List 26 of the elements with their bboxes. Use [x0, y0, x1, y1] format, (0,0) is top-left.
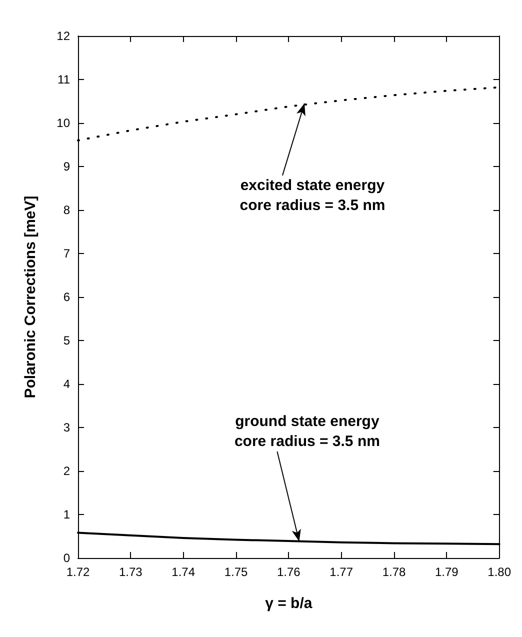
x-tick-label: 1.77 [330, 565, 354, 579]
annotation: ground state energy core radius = 3.5 nm [234, 412, 380, 450]
annotation: excited state energy core radius = 3.5 nm [240, 176, 386, 214]
x-axis-title: γ = b/a [265, 595, 313, 612]
y-tick-label: 10 [56, 116, 70, 130]
y-tick-label: 2 [63, 464, 70, 478]
y-tick-label: 3 [63, 420, 70, 434]
x-tick-label: 1.79 [434, 565, 459, 579]
x-tick-label: 1.73 [118, 565, 143, 579]
x-tick-label: 1.80 [488, 565, 512, 579]
x-tick-label: 1.78 [382, 565, 406, 579]
y-tick-label: 12 [56, 29, 70, 43]
y-tick-label: 0 [63, 551, 70, 565]
y-tick-label: 6 [63, 290, 70, 304]
y-tick-label: 9 [63, 160, 70, 174]
y-tick-label: 5 [63, 334, 70, 348]
y-tick-label: 4 [63, 377, 70, 391]
y-tick-label: 8 [63, 203, 70, 217]
x-tick-label: 1.75 [224, 565, 248, 579]
x-tick-label: 1.76 [276, 565, 301, 579]
x-tick-label: 1.72 [66, 565, 90, 579]
x-tick-label: 1.74 [172, 565, 196, 579]
y-axis-title: Polaronic Corrections [meV] [22, 196, 39, 398]
y-tick-label: 7 [63, 246, 70, 260]
y-tick-label: 11 [58, 72, 70, 86]
y-tick-label: 1 [63, 508, 70, 522]
